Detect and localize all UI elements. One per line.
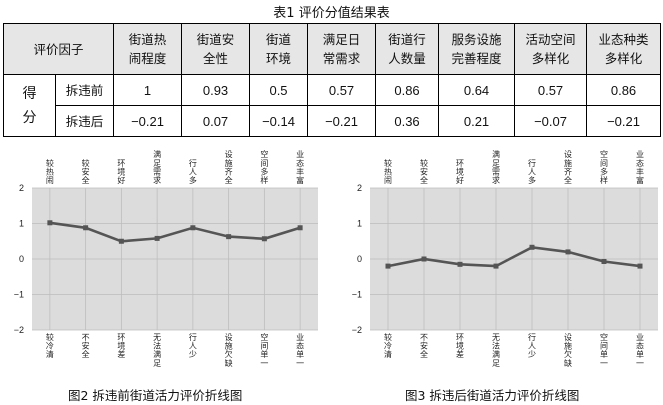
- column-header: 街道安 全性: [181, 23, 251, 75]
- bottom-category-label: 较冷清: [46, 332, 54, 359]
- table-cell: 1: [113, 74, 183, 106]
- top-category-label: 业态丰富: [636, 150, 644, 185]
- column-header: 街道行 人数量: [375, 23, 440, 75]
- y-tick-label: 1: [357, 219, 362, 229]
- table-cell: −0.07: [514, 105, 588, 137]
- y-tick-label: 1: [19, 219, 24, 229]
- figure-caption-before: 图2 拆违前街道活力评价折线图: [68, 388, 243, 403]
- y-tick-label: −1: [352, 290, 362, 300]
- data-point: [493, 263, 499, 269]
- y-tick-label: −2: [352, 325, 362, 335]
- data-point: [601, 258, 607, 264]
- bottom-category-label: 不安全: [420, 333, 428, 359]
- top-category-label: 行人多: [528, 158, 536, 185]
- table-title: 表1 评价分值结果表: [273, 6, 390, 21]
- bottom-category-label: 不安全: [82, 333, 90, 359]
- top-category-label: 较安全: [420, 158, 428, 185]
- top-category-label: 环境好: [456, 159, 464, 185]
- score-label: 得分: [3, 74, 56, 137]
- bottom-category-label: 业态单一: [296, 332, 304, 368]
- bottom-category-label: 空间单一: [600, 332, 608, 368]
- data-point: [261, 236, 267, 242]
- top-category-label: 设施齐全: [564, 150, 572, 185]
- data-point: [297, 225, 303, 231]
- y-tick-label: 2: [19, 183, 24, 193]
- table-cell: 0.86: [375, 74, 440, 106]
- y-tick-label: −2: [14, 325, 24, 335]
- column-header: 街道 环境: [249, 23, 309, 75]
- data-point: [385, 263, 391, 269]
- column-header: 业态种类 多样化: [586, 23, 662, 75]
- y-tick-label: 0: [357, 254, 362, 264]
- table-cell: −0.21: [586, 105, 662, 137]
- data-point: [83, 225, 89, 231]
- series-line: [387, 245, 641, 268]
- top-category-label: 空间多样: [260, 150, 268, 185]
- series-line: [49, 221, 301, 243]
- table-cell: 0.5: [249, 74, 309, 106]
- factor-header: 评价因子: [2, 23, 115, 75]
- figure-caption-after: 图3 拆违后街道活力评价折线图: [405, 388, 580, 403]
- column-header: 活动空间 多样化: [514, 23, 588, 75]
- table-cell: 0.86: [586, 74, 662, 106]
- top-category-label: 满足需求: [153, 150, 161, 185]
- bottom-category-label: 环境差: [456, 333, 464, 359]
- data-point: [565, 249, 571, 255]
- top-category-label: 较热闹: [46, 158, 54, 185]
- bottom-category-label: 行人少: [189, 332, 197, 359]
- data-point: [47, 220, 53, 226]
- bottom-category-label: 无法满足: [153, 333, 161, 368]
- table-cell: 0.36: [375, 105, 440, 137]
- top-category-label: 较热闹: [384, 158, 392, 185]
- column-header: 满足日 常需求: [307, 23, 377, 75]
- table-row: 拆违后 −0.21 0.07 −0.14 −0.21 0.36 0.21 −0.…: [4, 105, 662, 137]
- bottom-category-label: 行人少: [528, 332, 536, 359]
- column-header: 街道热 闹程度: [113, 23, 183, 75]
- evaluation-table: 评价因子 街道热 闹程度 街道安 全性 街道 环境 满足日 常需求 街道行 人数量 服务设…: [2, 23, 662, 137]
- table-row: 得分 拆违前 1 0.93 0.5 0.57 0.86 0.64 0.57 0.…: [3, 74, 662, 137]
- top-category-label: 环境好: [117, 159, 125, 185]
- row-label: 拆违后: [54, 105, 115, 137]
- top-category-label: 较安全: [82, 158, 90, 185]
- top-category-label: 行人多: [189, 158, 197, 185]
- top-category-label: 设施齐全: [225, 150, 233, 185]
- data-point: [421, 256, 427, 262]
- data-point: [226, 234, 232, 240]
- table-cell: −0.21: [307, 105, 377, 137]
- y-tick-label: 2: [357, 183, 362, 193]
- data-point: [457, 261, 463, 267]
- data-point: [118, 238, 124, 244]
- data-point: [190, 225, 196, 231]
- y-tick-label: −1: [14, 290, 24, 300]
- data-point: [529, 244, 535, 250]
- bottom-category-label: 业态单一: [636, 332, 644, 368]
- y-tick-label: 0: [19, 254, 24, 264]
- bottom-category-label: 较冷清: [384, 332, 392, 359]
- row-label: 拆违前: [54, 74, 115, 106]
- data-point: [637, 263, 643, 269]
- bottom-category-label: 环境差: [117, 333, 125, 359]
- bottom-category-label: 设施欠缺: [225, 332, 233, 368]
- chart-before: 2 1 0 −1 −2 较热闹较冷清 较安全不安全 环境好环境差 满足需求无法满足 行人多行人少 设…: [2, 150, 320, 382]
- table-cell: 0.57: [514, 74, 588, 106]
- table-cell: 0.57: [307, 74, 377, 106]
- bottom-category-label: 空间单一: [260, 332, 268, 368]
- table-cell: −0.21: [113, 105, 183, 137]
- table-cell: −0.14: [249, 105, 309, 137]
- table-cell: 0.07: [181, 105, 251, 137]
- chart-after: 2 1 0 −1 −2 较热闹较冷清 较安全不安全 环境好环境差 满足需求无法满足 行人多行人少 设…: [340, 150, 660, 382]
- top-category-label: 业态丰富: [296, 150, 304, 185]
- top-category-label: 空间多样: [600, 150, 608, 185]
- table-header-row: 评价因子 街道热 闹程度 街道安 全性 街道 环境 满足日 常需求 街道行 人数量 服务设…: [2, 23, 662, 75]
- column-header: 服务设施 完善程度: [438, 23, 516, 75]
- data-point: [154, 235, 160, 241]
- top-category-label: 满足需求: [492, 150, 500, 185]
- bottom-category-label: 设施欠缺: [564, 332, 572, 368]
- table-cell: 0.64: [438, 74, 516, 106]
- table-cell: 0.93: [181, 74, 251, 106]
- bottom-category-label: 无法满足: [492, 333, 500, 368]
- table-cell: 0.21: [438, 105, 516, 137]
